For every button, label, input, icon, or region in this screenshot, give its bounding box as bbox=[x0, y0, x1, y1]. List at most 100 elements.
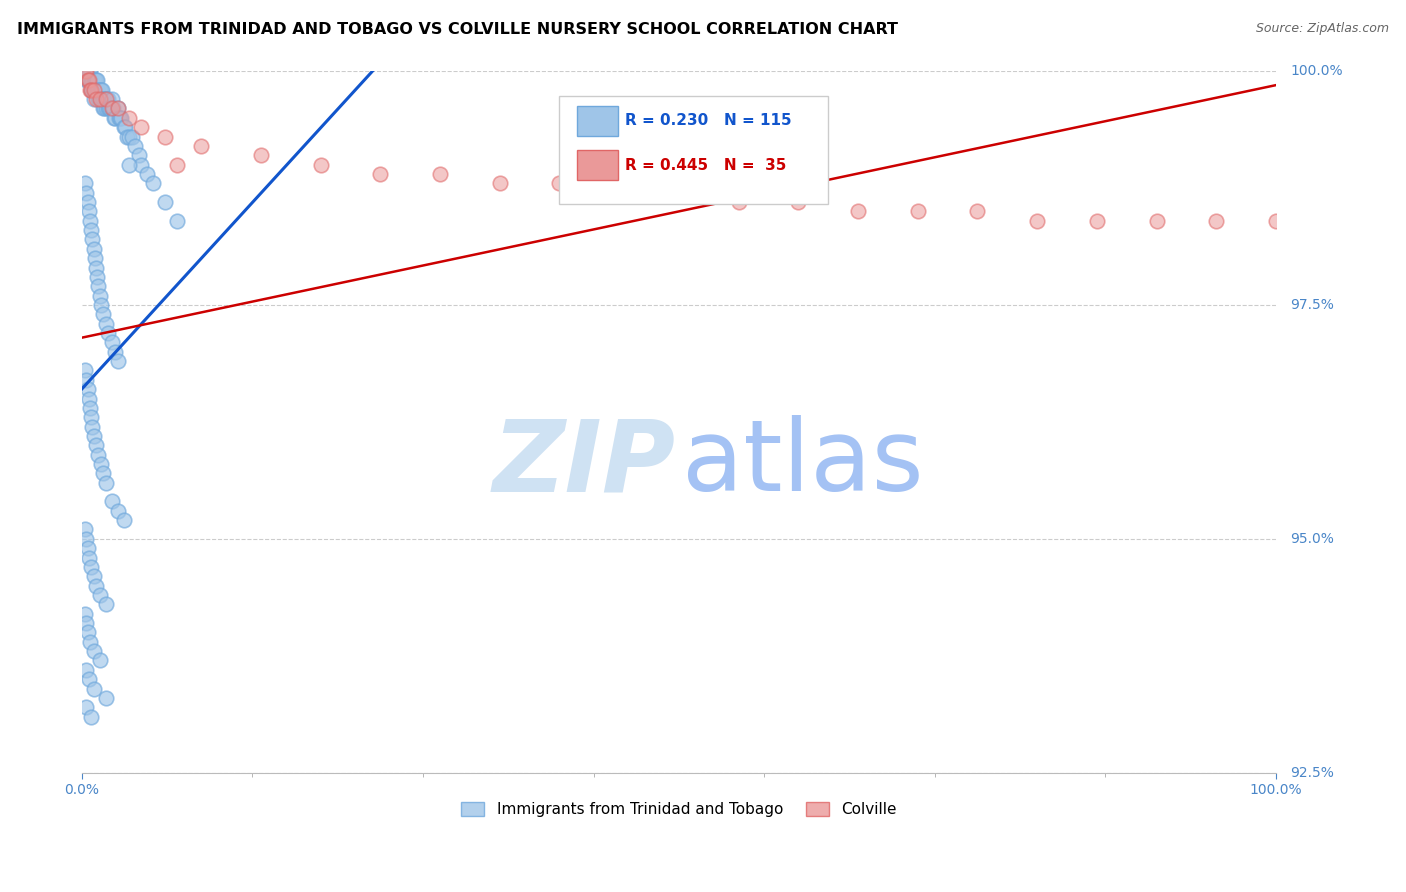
Point bbox=[107, 354, 129, 368]
Point bbox=[166, 213, 188, 227]
Point bbox=[75, 64, 97, 78]
Point bbox=[727, 195, 749, 210]
Text: 100.0%: 100.0% bbox=[1291, 64, 1343, 78]
Point bbox=[79, 64, 101, 78]
Point bbox=[89, 653, 111, 667]
Point bbox=[76, 625, 98, 640]
Point bbox=[97, 102, 120, 116]
Point bbox=[91, 102, 114, 116]
Point bbox=[77, 672, 100, 686]
Point bbox=[84, 83, 107, 97]
Point bbox=[80, 410, 103, 425]
Point bbox=[76, 382, 98, 396]
Text: R = 0.230   N = 115: R = 0.230 N = 115 bbox=[626, 113, 792, 128]
Point bbox=[966, 204, 988, 219]
Point bbox=[94, 690, 117, 705]
Point bbox=[76, 532, 98, 546]
Point bbox=[80, 223, 103, 237]
Point bbox=[76, 615, 98, 630]
Point bbox=[97, 92, 120, 106]
Point bbox=[76, 186, 98, 200]
Point bbox=[83, 92, 105, 106]
Point bbox=[75, 607, 97, 621]
Point bbox=[91, 92, 114, 106]
Point bbox=[103, 111, 125, 125]
Point bbox=[190, 139, 212, 153]
Point bbox=[83, 73, 105, 87]
Point bbox=[100, 335, 122, 350]
Point bbox=[89, 288, 111, 302]
Point bbox=[110, 111, 132, 125]
Point bbox=[83, 251, 105, 265]
Point bbox=[76, 64, 98, 78]
Point bbox=[115, 129, 138, 144]
Point bbox=[90, 92, 112, 106]
Point bbox=[91, 83, 114, 97]
Point bbox=[155, 129, 177, 144]
Point bbox=[76, 73, 98, 87]
Point bbox=[131, 158, 153, 172]
Point bbox=[124, 139, 146, 153]
Point bbox=[77, 64, 100, 78]
Point bbox=[76, 700, 98, 714]
Point bbox=[76, 64, 98, 78]
Point bbox=[76, 73, 98, 87]
Point bbox=[90, 457, 112, 471]
Point bbox=[79, 73, 101, 87]
Point bbox=[76, 73, 98, 87]
Point bbox=[94, 475, 117, 490]
Point bbox=[83, 569, 105, 583]
Point bbox=[1026, 213, 1049, 227]
Point bbox=[309, 158, 332, 172]
Point bbox=[114, 120, 136, 135]
Point bbox=[112, 120, 135, 135]
Text: 92.5%: 92.5% bbox=[1291, 765, 1334, 780]
Point bbox=[82, 232, 104, 246]
Text: 97.5%: 97.5% bbox=[1291, 298, 1334, 312]
Point bbox=[89, 588, 111, 602]
Point bbox=[94, 92, 117, 106]
Point bbox=[368, 167, 391, 181]
Point bbox=[83, 644, 105, 658]
Point bbox=[93, 102, 115, 116]
Point bbox=[89, 92, 111, 106]
Point bbox=[86, 73, 108, 87]
Point bbox=[84, 438, 107, 452]
Point bbox=[76, 541, 98, 556]
Point bbox=[429, 167, 451, 181]
Point bbox=[98, 102, 121, 116]
Point bbox=[75, 177, 97, 191]
Point bbox=[83, 83, 105, 97]
Text: IMMIGRANTS FROM TRINIDAD AND TOBAGO VS COLVILLE NURSERY SCHOOL CORRELATION CHART: IMMIGRANTS FROM TRINIDAD AND TOBAGO VS C… bbox=[17, 22, 898, 37]
Point bbox=[668, 186, 690, 200]
Point bbox=[100, 102, 122, 116]
Point bbox=[107, 111, 129, 125]
Point bbox=[83, 681, 105, 696]
Point bbox=[250, 148, 273, 162]
Point bbox=[131, 120, 153, 135]
Point bbox=[488, 177, 510, 191]
Point bbox=[80, 560, 103, 574]
Point bbox=[107, 102, 129, 116]
Point bbox=[94, 317, 117, 331]
Point bbox=[84, 260, 107, 275]
Point bbox=[77, 204, 100, 219]
Point bbox=[94, 598, 117, 612]
Point bbox=[128, 148, 150, 162]
Point bbox=[104, 344, 127, 359]
Point bbox=[108, 111, 131, 125]
Point bbox=[787, 195, 810, 210]
Point bbox=[75, 64, 97, 78]
Legend: Immigrants from Trinidad and Tobago, Colville: Immigrants from Trinidad and Tobago, Col… bbox=[454, 795, 904, 825]
Point bbox=[76, 663, 98, 677]
Text: 95.0%: 95.0% bbox=[1291, 532, 1334, 546]
Point bbox=[112, 513, 135, 527]
Point bbox=[1265, 213, 1288, 227]
Point bbox=[91, 92, 114, 106]
Point bbox=[77, 392, 100, 406]
Point bbox=[87, 92, 110, 106]
Point bbox=[166, 158, 188, 172]
Point bbox=[79, 634, 101, 648]
Point bbox=[80, 709, 103, 723]
Point bbox=[607, 186, 630, 200]
